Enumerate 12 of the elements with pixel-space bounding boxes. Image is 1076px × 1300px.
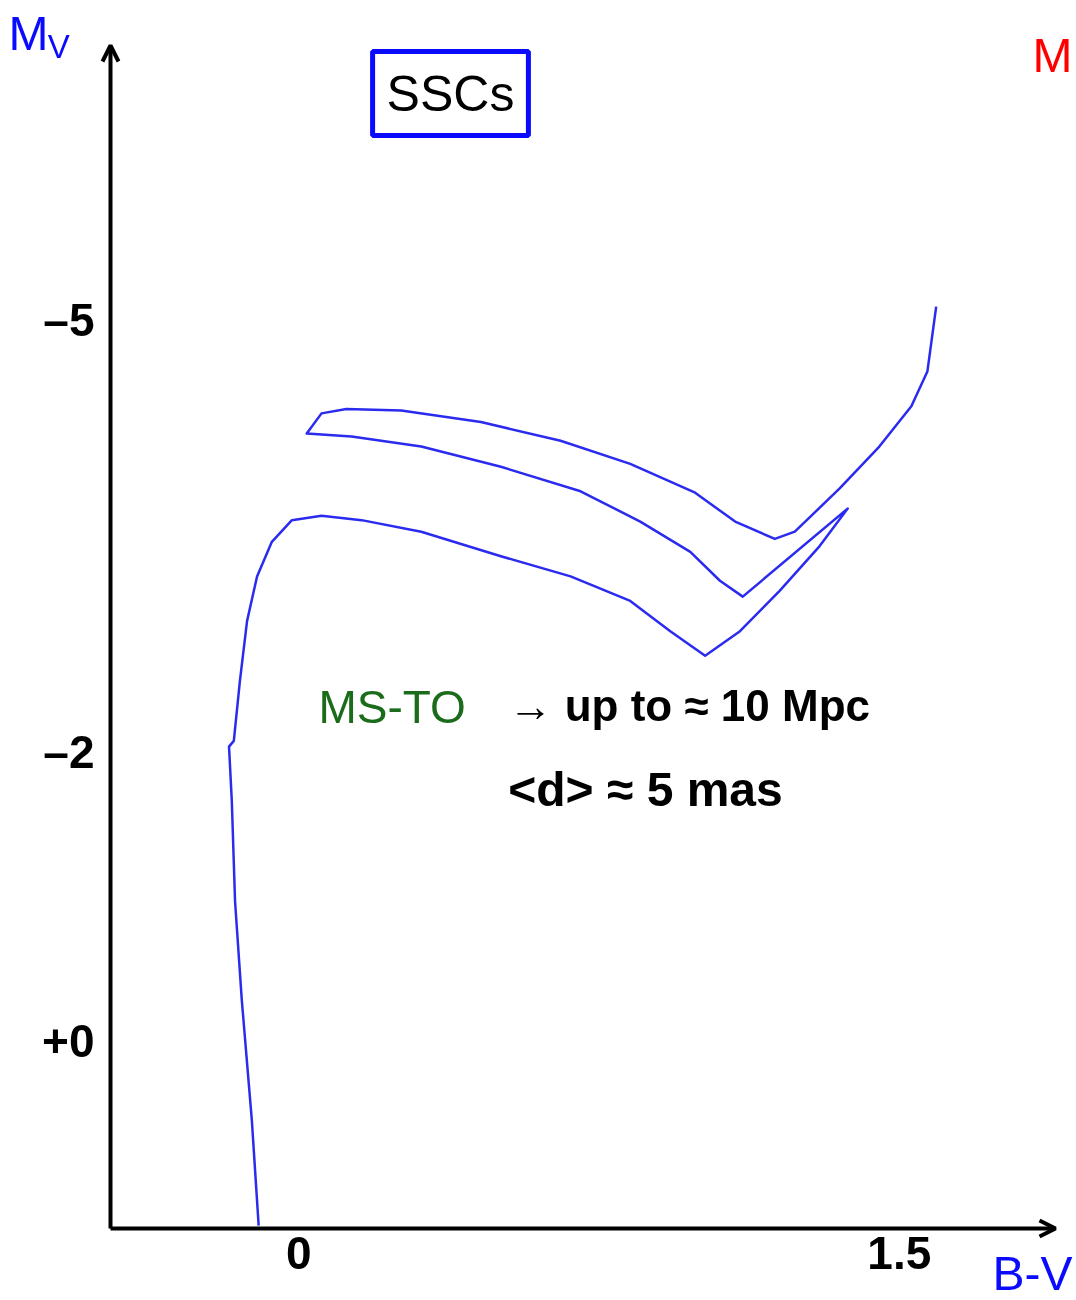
y-tick-label: –2 (43, 726, 95, 779)
annotation: MS-TO (318, 680, 466, 733)
annotation: <d> ≈ 5 mas (508, 762, 783, 816)
annotation: → up to ≈ 10 Mpc (508, 680, 870, 730)
line-series (227, 305, 938, 1227)
y-tick-label: –5 (43, 293, 95, 346)
chart-title: SSCs (386, 65, 515, 122)
y-tick-label: +0 (42, 1014, 95, 1067)
x-axis-title: B-V (992, 1246, 1073, 1300)
annotation: M (1032, 28, 1073, 82)
x-tick-label: 1.5 (867, 1226, 932, 1279)
x-tick-label: 0 (285, 1226, 312, 1279)
